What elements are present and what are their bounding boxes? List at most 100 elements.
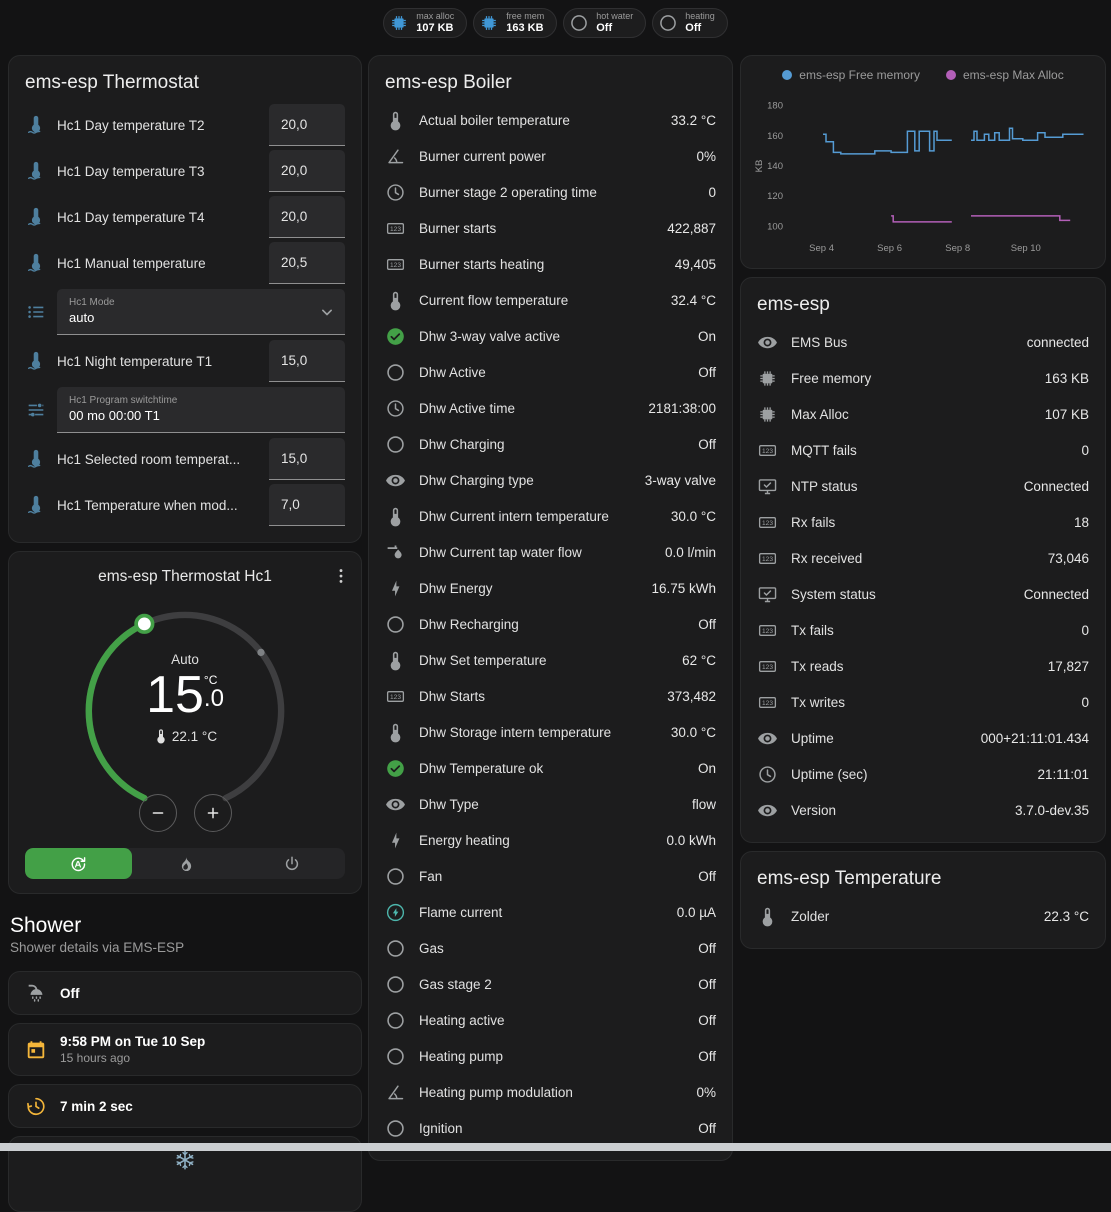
program-switchtime-input[interactable]: Hc1 Program switchtime 00 mo 00:00 T1: [57, 387, 345, 433]
entity-row[interactable]: Free memory 163 KB: [757, 360, 1089, 396]
number-input[interactable]: 20,5: [269, 242, 345, 284]
entity-row[interactable]: 123 Tx writes 0: [757, 684, 1089, 720]
entity-row[interactable]: Burner stage 2 operating time 0: [385, 174, 716, 210]
entity-row[interactable]: Heating pump Off: [385, 1038, 716, 1074]
monitor-icon: [757, 476, 778, 497]
entity-label: Heating active: [419, 1012, 505, 1028]
entity-value: 0%: [696, 1084, 716, 1100]
entity-value: 30.0 °C: [670, 724, 716, 740]
badge[interactable]: heating Off: [652, 8, 728, 38]
entity-row[interactable]: Dhw Active Off: [385, 354, 716, 390]
thermostat-dial-card: ems-esp Thermostat Hc1 Auto 15 °C .0: [8, 551, 362, 894]
entity-row[interactable]: Uptime 000+21:11:01.434: [757, 720, 1089, 756]
entity-row[interactable]: 123 Rx fails 18: [757, 504, 1089, 540]
entity-row[interactable]: Dhw Type flow: [385, 786, 716, 822]
entity-row[interactable]: Dhw Current tap water flow 0.0 l/min: [385, 534, 716, 570]
entity-row[interactable]: 123 Tx fails 0: [757, 612, 1089, 648]
entity-row[interactable]: 123 Tx reads 17,827: [757, 648, 1089, 684]
entity-row[interactable]: NTP status Connected: [757, 468, 1089, 504]
timer-icon: [25, 1095, 47, 1117]
mode-heat-button[interactable]: [132, 848, 239, 879]
bottom-scrollbar[interactable]: [0, 1143, 1111, 1151]
entity-row[interactable]: Ignition Off: [385, 1110, 716, 1146]
svg-text:160: 160: [767, 131, 783, 142]
svg-text:120: 120: [767, 191, 783, 202]
entity-row[interactable]: Current flow temperature 32.4 °C: [385, 282, 716, 318]
legend-item[interactable]: ems-esp Max Alloc: [946, 68, 1064, 82]
menu-dots-icon[interactable]: [331, 566, 351, 586]
entity-row[interactable]: System status Connected: [757, 576, 1089, 612]
memory-history-chart[interactable]: 100 120 140 160 180 Sep 4 Sep 6 Sep 8 Sep 10 KB: [753, 88, 1093, 260]
entity-row[interactable]: Burner current power 0%: [385, 138, 716, 174]
entity-row[interactable]: Dhw Energy 16.75 kWh: [385, 570, 716, 606]
thermometer-icon: [385, 506, 406, 527]
entity-row[interactable]: Dhw Recharging Off: [385, 606, 716, 642]
check-circle-icon: [385, 758, 406, 779]
number-input[interactable]: 15,0: [269, 340, 345, 382]
badge-row: max alloc 107 KB free mem 163 KB hot wat…: [0, 8, 1111, 38]
entity-row[interactable]: Gas stage 2 Off: [385, 966, 716, 1002]
entity-row[interactable]: Uptime (sec) 21:11:01: [757, 756, 1089, 792]
legend-item[interactable]: ems-esp Free memory: [782, 68, 920, 82]
number-input[interactable]: 15,0: [269, 438, 345, 480]
entity-row[interactable]: Flame current 0.0 µA: [385, 894, 716, 930]
entity-row[interactable]: Fan Off: [385, 858, 716, 894]
list-icon: [25, 301, 47, 323]
entity-row[interactable]: Dhw Current intern temperature 30.0 °C: [385, 498, 716, 534]
entity-row[interactable]: Dhw Temperature ok On: [385, 750, 716, 786]
circle-icon: [385, 1010, 406, 1031]
entity-row[interactable]: 123 MQTT fails 0: [757, 432, 1089, 468]
badge[interactable]: hot water Off: [563, 8, 647, 38]
thermostat-dial[interactable]: [66, 592, 304, 830]
shower-row[interactable]: Off: [8, 971, 362, 1015]
entity-row[interactable]: EMS Bus connected: [757, 324, 1089, 360]
hvac-mode-bar: [25, 848, 345, 879]
entity-label: Dhw 3-way valve active: [419, 328, 561, 344]
clock-icon: [757, 764, 778, 785]
entity-row[interactable]: Max Alloc 107 KB: [757, 396, 1089, 432]
badge[interactable]: max alloc 107 KB: [383, 8, 468, 38]
entity-row[interactable]: Heating pump modulation 0%: [385, 1074, 716, 1110]
mode-auto-button[interactable]: [25, 848, 132, 879]
entity-row[interactable]: Gas Off: [385, 930, 716, 966]
increase-temp-button[interactable]: [193, 794, 232, 832]
entity-label: Dhw Current intern temperature: [419, 508, 609, 524]
entity-value: Off: [698, 868, 716, 884]
shower-row[interactable]: 9:58 PM on Tue 10 Sep 15 hours ago: [8, 1023, 362, 1076]
entity-row[interactable]: Dhw Charging type 3-way valve: [385, 462, 716, 498]
shower-row[interactable]: 7 min 2 sec: [8, 1084, 362, 1128]
entity-row[interactable]: 123 Rx received 73,046: [757, 540, 1089, 576]
entity-row[interactable]: Dhw Set temperature 62 °C: [385, 642, 716, 678]
entity-row[interactable]: Actual boiler temperature 33.2 °C: [385, 102, 716, 138]
entity-label: Burner starts: [419, 220, 497, 236]
entity-row[interactable]: Version 3.7.0-dev.35: [757, 792, 1089, 828]
mode-select[interactable]: Hc1 Mode auto: [57, 289, 345, 335]
entity-label: EMS Bus: [791, 334, 848, 350]
entity-row[interactable]: Dhw Storage intern temperature 30.0 °C: [385, 714, 716, 750]
number-input[interactable]: 20,0: [269, 196, 345, 238]
entity-row[interactable]: Dhw 3-way valve active On: [385, 318, 716, 354]
number-input[interactable]: 7,0: [269, 484, 345, 526]
entity-row[interactable]: 123 Burner starts 422,887: [385, 210, 716, 246]
entity-row[interactable]: Zolder 22.3 °C: [757, 898, 1089, 934]
number-input[interactable]: 20,0: [269, 104, 345, 146]
entity-row[interactable]: Dhw Active time 2181:38:00: [385, 390, 716, 426]
entity-value: 107 KB: [1044, 406, 1089, 422]
entity-row[interactable]: Energy heating 0.0 kWh: [385, 822, 716, 858]
circle-icon: [569, 13, 589, 33]
entity-row[interactable]: Heating active Off: [385, 1002, 716, 1038]
entity-label: Uptime (sec): [791, 766, 868, 782]
decrease-temp-button[interactable]: [138, 794, 177, 832]
number-input[interactable]: 20,0: [269, 150, 345, 192]
entity-value: 17,827: [1047, 658, 1089, 674]
badge[interactable]: free mem 163 KB: [473, 8, 558, 38]
entity-row[interactable]: Dhw Charging Off: [385, 426, 716, 462]
entity-row[interactable]: 123 Burner starts heating 49,405: [385, 246, 716, 282]
card-title: ems-esp: [757, 294, 830, 315]
mode-off-button[interactable]: [238, 848, 345, 879]
svg-text:123: 123: [762, 628, 773, 635]
field-value: 00 mo 00:00 T1: [69, 407, 160, 423]
entity-value: 3.7.0-dev.35: [1014, 802, 1089, 818]
entity-row[interactable]: 123 Dhw Starts 373,482: [385, 678, 716, 714]
entity-value: 32.4 °C: [670, 292, 716, 308]
